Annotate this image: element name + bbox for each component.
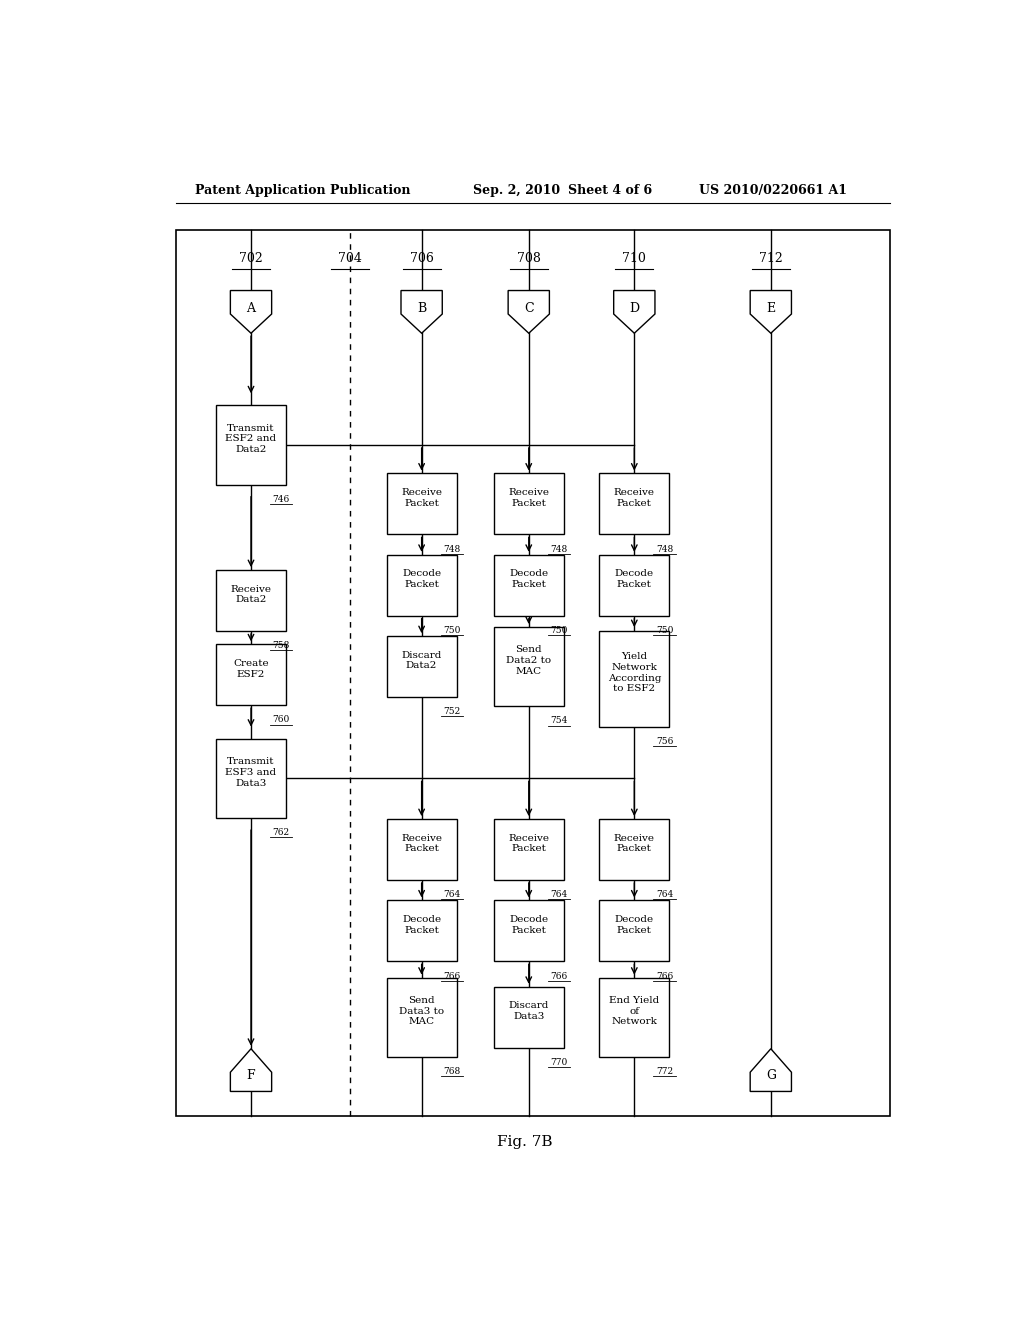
Bar: [387, 900, 457, 961]
Text: 750: 750: [443, 626, 461, 635]
Bar: [494, 900, 563, 961]
Text: B: B: [417, 302, 426, 315]
Text: Discard
Data2: Discard Data2: [401, 651, 441, 671]
Polygon shape: [230, 290, 271, 333]
Text: Sheet 4 of 6: Sheet 4 of 6: [568, 185, 652, 198]
Text: US 2010/0220661 A1: US 2010/0220661 A1: [699, 185, 848, 198]
Text: Yield
Network
According
to ESF2: Yield Network According to ESF2: [607, 652, 662, 693]
Text: 710: 710: [623, 252, 646, 264]
Bar: [216, 739, 286, 818]
Bar: [494, 987, 563, 1048]
Text: 748: 748: [443, 545, 461, 553]
Text: 764: 764: [655, 890, 673, 899]
Bar: [387, 978, 457, 1057]
Text: Patent Application Publication: Patent Application Publication: [196, 185, 411, 198]
Bar: [216, 644, 286, 705]
Text: Receive
Packet: Receive Packet: [613, 488, 654, 508]
Text: A: A: [247, 302, 256, 315]
Text: Transmit
ESF3 and
Data3: Transmit ESF3 and Data3: [225, 758, 276, 788]
Text: 766: 766: [550, 972, 567, 981]
Text: G: G: [766, 1069, 776, 1081]
Text: 764: 764: [443, 890, 461, 899]
Polygon shape: [751, 290, 792, 333]
Polygon shape: [508, 290, 550, 333]
Bar: [494, 474, 563, 535]
Text: E: E: [766, 302, 775, 315]
Polygon shape: [751, 1049, 792, 1092]
Text: 712: 712: [759, 252, 782, 264]
Text: 706: 706: [410, 252, 433, 264]
Polygon shape: [613, 290, 655, 333]
Bar: [599, 900, 670, 961]
Text: 748: 748: [550, 545, 567, 553]
Text: Fig. 7B: Fig. 7B: [497, 1135, 553, 1150]
Text: Decode
Packet: Decode Packet: [402, 915, 441, 935]
Text: 772: 772: [656, 1067, 673, 1076]
Text: Receive
Packet: Receive Packet: [401, 488, 442, 508]
Bar: [387, 554, 457, 616]
Bar: [387, 818, 457, 880]
Text: Send
Data3 to
MAC: Send Data3 to MAC: [399, 995, 444, 1027]
Text: 708: 708: [517, 252, 541, 264]
Text: 762: 762: [272, 828, 290, 837]
Bar: [216, 570, 286, 631]
Text: 764: 764: [550, 890, 567, 899]
Text: 750: 750: [550, 626, 567, 635]
Text: 766: 766: [655, 972, 673, 981]
Bar: [387, 636, 457, 697]
Text: Send
Data2 to
MAC: Send Data2 to MAC: [506, 645, 551, 676]
Text: Decode
Packet: Decode Packet: [614, 915, 654, 935]
Text: Create
ESF2: Create ESF2: [233, 659, 269, 678]
Bar: [599, 978, 670, 1057]
Text: 752: 752: [443, 708, 461, 717]
Polygon shape: [401, 290, 442, 333]
Polygon shape: [230, 1049, 271, 1092]
Text: 704: 704: [338, 252, 362, 264]
Text: Decode
Packet: Decode Packet: [509, 915, 548, 935]
Text: 766: 766: [443, 972, 461, 981]
Text: 770: 770: [550, 1057, 567, 1067]
Text: 760: 760: [272, 715, 290, 725]
Text: 754: 754: [550, 717, 567, 726]
Bar: [387, 474, 457, 535]
Bar: [216, 405, 286, 484]
Text: 758: 758: [272, 642, 290, 651]
Text: 756: 756: [655, 738, 673, 746]
Bar: [599, 474, 670, 535]
Text: 748: 748: [655, 545, 673, 553]
Text: Receive
Packet: Receive Packet: [401, 833, 442, 853]
Text: 746: 746: [272, 495, 290, 504]
Text: Transmit
ESF2 and
Data2: Transmit ESF2 and Data2: [225, 424, 276, 454]
Text: Receive
Packet: Receive Packet: [613, 833, 654, 853]
Text: Decode
Packet: Decode Packet: [614, 569, 654, 589]
Text: Decode
Packet: Decode Packet: [402, 569, 441, 589]
Text: Receive
Packet: Receive Packet: [508, 833, 549, 853]
Text: Receive
Data2: Receive Data2: [230, 585, 271, 605]
Text: Decode
Packet: Decode Packet: [509, 569, 548, 589]
Text: End Yield
of
Network: End Yield of Network: [609, 995, 659, 1027]
Text: Receive
Packet: Receive Packet: [508, 488, 549, 508]
Text: 768: 768: [443, 1067, 461, 1076]
Text: C: C: [524, 302, 534, 315]
Text: Sep. 2, 2010: Sep. 2, 2010: [473, 185, 560, 198]
Bar: [599, 818, 670, 880]
Text: 750: 750: [655, 626, 673, 635]
Text: Discard
Data3: Discard Data3: [509, 1002, 549, 1022]
Bar: [494, 554, 563, 616]
Text: F: F: [247, 1069, 255, 1081]
Bar: [599, 554, 670, 616]
Bar: [599, 631, 670, 727]
Text: 702: 702: [240, 252, 263, 264]
Bar: [494, 818, 563, 880]
Text: D: D: [630, 302, 639, 315]
Bar: [176, 230, 890, 1115]
Bar: [494, 627, 563, 706]
